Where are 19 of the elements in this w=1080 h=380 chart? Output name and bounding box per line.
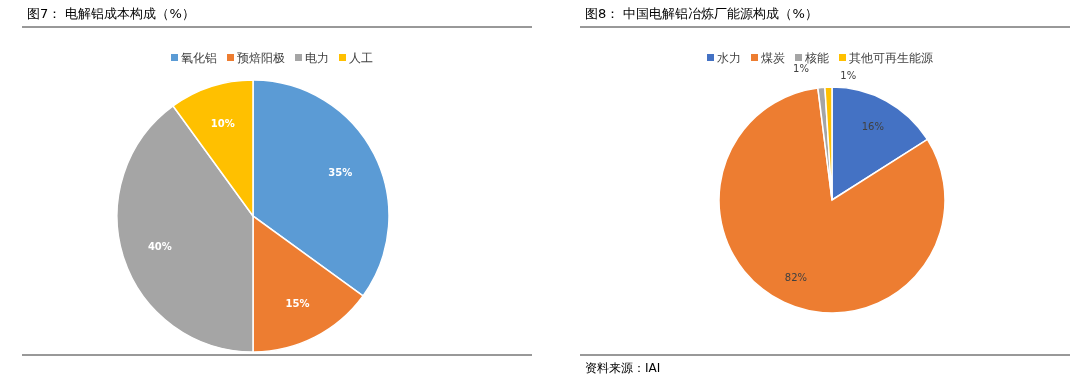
legend-label: 氧化铝	[181, 51, 217, 65]
data-label: 10%	[210, 117, 235, 129]
data-label: 82%	[784, 271, 808, 283]
data-label: 40%	[147, 241, 172, 253]
legend-label: 电力	[305, 51, 329, 65]
data-label: 16%	[861, 120, 884, 132]
data-label: 15%	[285, 298, 310, 310]
data-label: 1%	[793, 62, 809, 74]
legend-label: 煤炭	[761, 51, 785, 65]
data-label: 35%	[328, 166, 353, 178]
text: 资料来源：IAI	[585, 361, 661, 375]
data-label: 1%	[840, 70, 857, 82]
legend-label: 水力	[717, 51, 741, 65]
chart-title: 图7： 电解铝成本构成（%）	[27, 6, 195, 21]
legend-label: 预焙阳极	[237, 51, 285, 65]
legend-label: 核能	[804, 51, 829, 65]
legend-label: 其他可再生能源	[849, 51, 933, 65]
legend-label: 人工	[349, 51, 373, 65]
chart-title: 图8： 中国电解铝冶炼厂能源构成（%）	[585, 6, 818, 21]
